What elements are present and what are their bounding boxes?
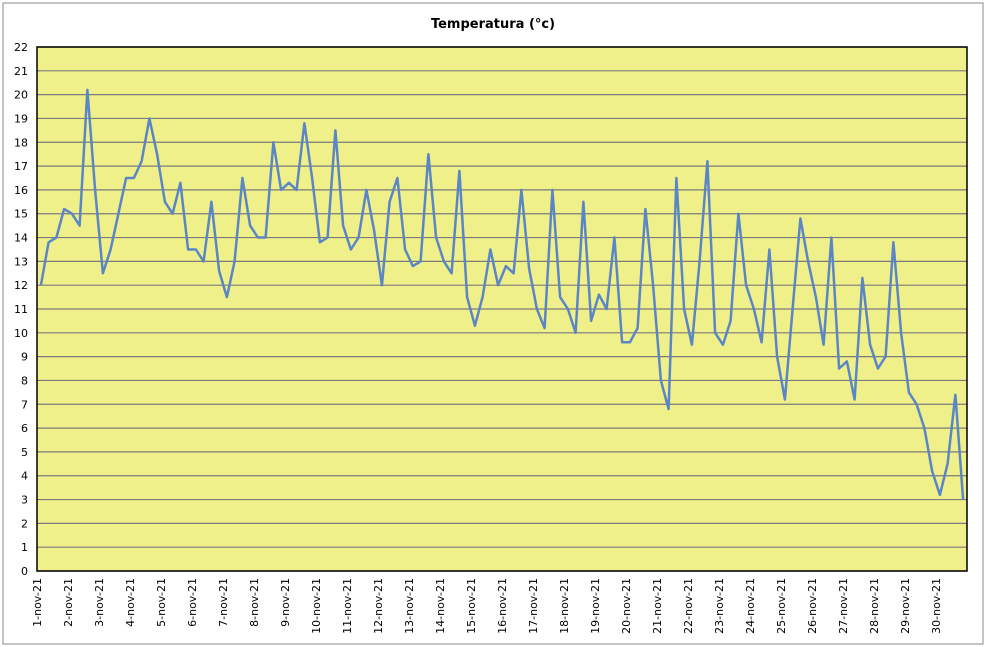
plot-border — [36, 46, 968, 572]
x-tick-label: 23-nov-21 — [713, 578, 726, 634]
y-tick-label: 5 — [21, 446, 28, 459]
x-tick-label: 11-nov-21 — [341, 578, 354, 634]
x-tick-label: 5-nov-21 — [155, 578, 168, 627]
x-tick-label: 21-nov-21 — [651, 578, 664, 634]
x-tick-label: 2-nov-21 — [62, 578, 75, 627]
x-tick-label: 18-nov-21 — [558, 578, 571, 634]
y-tick-label: 22 — [14, 41, 28, 54]
y-tick-label: 8 — [21, 374, 28, 387]
x-tick-label: 15-nov-21 — [465, 578, 478, 634]
x-tick-label: 28-nov-21 — [868, 578, 881, 634]
y-tick-label: 16 — [14, 184, 28, 197]
x-tick-label: 22-nov-21 — [682, 578, 695, 634]
x-tick-label: 30-nov-21 — [930, 578, 943, 634]
y-tick-label: 20 — [14, 89, 28, 102]
y-tick-label: 9 — [21, 351, 28, 364]
x-tick-label: 8-nov-21 — [248, 578, 261, 627]
y-tick-label: 12 — [14, 279, 28, 292]
x-tick-label: 29-nov-21 — [899, 578, 912, 634]
x-tick-label: 24-nov-21 — [744, 578, 757, 634]
x-tick-label: 7-nov-21 — [217, 578, 230, 627]
x-tick-label: 17-nov-21 — [527, 578, 540, 634]
y-tick-label: 11 — [14, 303, 28, 316]
y-tick-label: 10 — [14, 327, 28, 340]
x-tick-label: 27-nov-21 — [837, 578, 850, 634]
x-tick-label: 19-nov-21 — [589, 578, 602, 634]
y-tick-label: 6 — [21, 422, 28, 435]
x-tick-label: 4-nov-21 — [124, 578, 137, 627]
x-tick-label: 25-nov-21 — [775, 578, 788, 634]
x-tick-label: 6-nov-21 — [186, 578, 199, 627]
y-tick-label: 13 — [14, 255, 28, 268]
x-tick-label: 14-nov-21 — [434, 578, 447, 634]
y-tick-label: 1 — [21, 541, 28, 554]
x-tick-label: 13-nov-21 — [403, 578, 416, 634]
chart-title: Temperatura (°c) — [431, 17, 555, 32]
x-tick-label: 16-nov-21 — [496, 578, 509, 634]
x-tick-label: 3-nov-21 — [93, 578, 106, 627]
x-tick-label: 12-nov-21 — [372, 578, 385, 634]
y-tick-label: 14 — [14, 232, 28, 245]
y-tick-label: 18 — [14, 136, 28, 149]
y-tick-label: 21 — [14, 65, 28, 78]
temperature-line — [39, 88, 965, 500]
y-tick-label: 3 — [21, 494, 28, 507]
x-tick-label: 26-nov-21 — [806, 578, 819, 634]
x-tick-label: 1-nov-21 — [31, 578, 44, 627]
x-tick-label: 9-nov-21 — [279, 578, 292, 627]
y-tick-label: 19 — [14, 112, 28, 125]
x-tick-label: 20-nov-21 — [620, 578, 633, 634]
y-tick-label: 2 — [21, 517, 28, 530]
x-tick-label: 10-nov-21 — [310, 578, 323, 634]
y-tick-label: 15 — [14, 208, 28, 221]
y-tick-label: 7 — [21, 398, 28, 411]
y-tick-label: 4 — [21, 470, 28, 483]
y-tick-label: 17 — [14, 160, 28, 173]
y-tick-label: 0 — [21, 565, 28, 578]
